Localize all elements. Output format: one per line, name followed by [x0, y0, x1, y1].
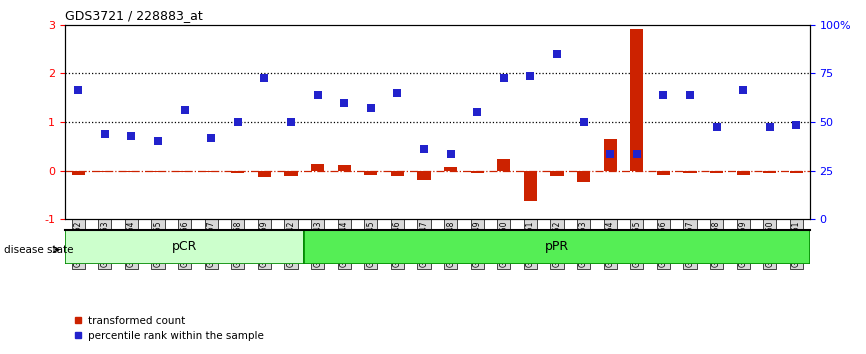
Bar	[683, 171, 696, 173]
Bar	[231, 171, 244, 173]
Point	[497, 75, 511, 81]
Point	[523, 73, 537, 79]
Bar	[152, 171, 165, 172]
Point	[790, 122, 804, 127]
Bar	[710, 171, 723, 173]
Bar	[284, 171, 298, 176]
Point	[257, 75, 271, 81]
Bar	[258, 171, 271, 177]
Point	[683, 92, 697, 98]
Bar	[790, 171, 803, 173]
Bar	[417, 171, 430, 179]
Bar	[65, 230, 304, 264]
Point	[630, 151, 643, 156]
Point	[311, 92, 325, 98]
Bar	[737, 171, 750, 175]
Bar	[630, 29, 643, 171]
Bar	[497, 159, 510, 171]
Point	[125, 133, 139, 138]
Text: pPR: pPR	[545, 240, 569, 253]
Bar	[304, 230, 810, 264]
Point	[604, 151, 617, 156]
Point	[470, 110, 484, 115]
Bar	[204, 171, 218, 172]
Text: GDS3721 / 228883_at: GDS3721 / 228883_at	[65, 9, 203, 22]
Bar	[656, 171, 670, 175]
Point	[550, 51, 564, 57]
Bar	[338, 165, 351, 171]
Bar	[524, 171, 537, 201]
Point	[204, 135, 218, 141]
Point	[577, 119, 591, 125]
Point	[763, 124, 777, 130]
Text: pCR: pCR	[172, 240, 197, 253]
Text: disease state: disease state	[4, 245, 74, 255]
Bar	[577, 171, 591, 182]
Point	[709, 124, 723, 130]
Point	[151, 138, 165, 143]
Bar	[311, 164, 324, 171]
Point	[364, 105, 378, 110]
Point	[736, 88, 750, 93]
Point	[656, 92, 670, 98]
Point	[98, 131, 112, 137]
Bar	[365, 171, 378, 175]
Bar	[72, 171, 85, 175]
Point	[391, 90, 404, 96]
Point	[337, 100, 351, 105]
Bar	[604, 139, 617, 171]
Point	[231, 119, 245, 125]
Point	[178, 107, 191, 113]
Legend: transformed count, percentile rank within the sample: transformed count, percentile rank withi…	[70, 312, 268, 345]
Point	[443, 151, 457, 156]
Bar	[98, 171, 112, 172]
Bar	[391, 171, 404, 176]
Point	[71, 88, 85, 93]
Bar	[470, 171, 484, 173]
Bar	[444, 167, 457, 171]
Point	[417, 146, 431, 152]
Bar	[125, 171, 138, 172]
Bar	[763, 171, 777, 173]
Bar	[178, 171, 191, 172]
Point	[284, 119, 298, 125]
Bar	[551, 171, 564, 176]
